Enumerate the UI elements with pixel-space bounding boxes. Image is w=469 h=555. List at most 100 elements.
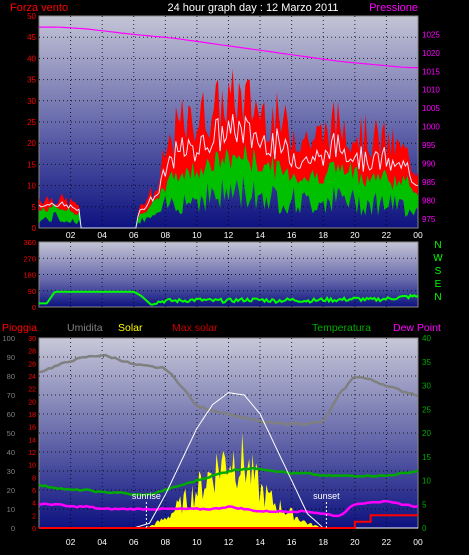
pressure-tick-990: 990 xyxy=(422,159,436,168)
humidity-tick-40: 40 xyxy=(7,448,15,457)
time-tick-02: 02 xyxy=(66,537,76,547)
temp-tick-0: 0 xyxy=(422,524,427,533)
time-tick-06: 06 xyxy=(129,537,139,547)
direction-axis: 0 90 180 270 360 xyxy=(23,238,36,312)
time-tick-04: 04 xyxy=(97,230,107,240)
time-tick-12: 12 xyxy=(224,230,234,240)
legend-humidity: Umidita xyxy=(67,322,103,334)
wind-tick-30: 30 xyxy=(27,97,36,106)
wind-axis-title: Forza vento xyxy=(10,2,68,14)
temperature-axis: 0 5 10 15 20 25 30 35 40 xyxy=(422,334,431,533)
pressure-axis: 975 980 985 990 995 1000 1005 1010 1015 1020 1025 xyxy=(422,30,440,223)
time-tick-16: 16 xyxy=(287,537,297,547)
wind-tick-45: 45 xyxy=(27,33,36,42)
time-tick-20: 20 xyxy=(350,537,360,547)
rain-tick-10: 10 xyxy=(28,463,36,470)
humidity-tick-100: 100 xyxy=(2,334,15,343)
humidity-tick-50: 50 xyxy=(7,429,15,438)
direction-tick-0: 0 xyxy=(32,303,36,312)
humidity-tick-30: 30 xyxy=(7,467,15,476)
pressure-tick-985: 985 xyxy=(422,178,436,187)
wind-gust-area xyxy=(39,68,418,228)
temp-tick-20: 20 xyxy=(422,429,431,438)
rain-tick-2: 2 xyxy=(32,513,36,520)
rain-tick-24: 24 xyxy=(28,374,36,381)
pressure-tick-1010: 1010 xyxy=(422,86,440,95)
wind-tick-0: 0 xyxy=(32,224,37,233)
time-tick-08: 08 xyxy=(161,537,171,547)
wind-direction-series xyxy=(39,290,419,306)
time-tick-00: 00 xyxy=(413,230,423,240)
wind-average-area xyxy=(39,144,418,228)
pressure-tick-1000: 1000 xyxy=(422,123,440,132)
compass-label-3: E xyxy=(435,279,442,290)
rain-temp-series xyxy=(38,353,419,529)
temp-tick-15: 15 xyxy=(422,453,431,462)
rain-tick-26: 26 xyxy=(28,361,36,368)
wind-tick-10: 10 xyxy=(27,182,36,191)
temp-tick-40: 40 xyxy=(422,334,431,343)
direction-tick-270: 270 xyxy=(23,254,36,263)
wind-tick-25: 25 xyxy=(27,118,36,127)
temperature-line xyxy=(38,466,419,497)
wind-tick-15: 15 xyxy=(27,160,36,169)
humidity-tick-10: 10 xyxy=(7,505,15,514)
rain-tick-20: 20 xyxy=(28,399,36,406)
legend-rain: Pioggia xyxy=(2,322,37,334)
time-tick-12: 12 xyxy=(224,537,234,547)
rain-line xyxy=(39,514,418,529)
time-tick-04: 04 xyxy=(97,537,107,547)
temp-tick-5: 5 xyxy=(422,500,427,509)
wind-direction-line xyxy=(39,290,419,306)
rain-tick-28: 28 xyxy=(28,349,36,356)
time-tick-06: 06 xyxy=(129,230,139,240)
humidity-tick-80: 80 xyxy=(7,372,15,381)
humidity-tick-90: 90 xyxy=(7,353,15,362)
wind-tick-20: 20 xyxy=(27,139,36,148)
direction-tick-90: 90 xyxy=(28,287,36,296)
pressure-line xyxy=(39,26,418,69)
time-tick-16: 16 xyxy=(287,230,297,240)
pressure-tick-1015: 1015 xyxy=(422,67,440,76)
time-axis-top: 02 04 06 08 10 12 14 16 18 20 22 00 xyxy=(66,230,423,240)
time-axis-bottom: 02 04 06 08 10 12 14 16 18 20 22 00 xyxy=(66,537,423,547)
rain-tick-6: 6 xyxy=(32,488,36,495)
direction-tick-360: 360 xyxy=(23,238,36,247)
compass-label-4: N xyxy=(434,292,441,303)
legend-dew-point: Dew Point xyxy=(393,322,441,334)
time-tick-10: 10 xyxy=(192,537,202,547)
rain-tick-22: 22 xyxy=(28,387,36,394)
time-tick-02: 02 xyxy=(66,230,76,240)
temp-tick-10: 10 xyxy=(422,477,431,486)
pressure-tick-1020: 1020 xyxy=(422,49,440,58)
temp-tick-30: 30 xyxy=(422,382,431,391)
temp-tick-25: 25 xyxy=(422,405,431,414)
time-tick-18: 18 xyxy=(319,537,329,547)
wind-speed-axis: 0 5 10 15 20 25 30 35 40 45 50 xyxy=(27,12,36,233)
time-tick-14: 14 xyxy=(255,230,265,240)
humidity-axis: 0 10 20 30 40 50 60 70 80 90 100 xyxy=(2,334,15,533)
chart-title: 24 hour graph day : 12 Marzo 2011 xyxy=(167,2,338,14)
humidity-tick-0: 0 xyxy=(11,524,15,533)
time-tick-22: 22 xyxy=(382,537,392,547)
sunset-label: sunset xyxy=(313,491,340,501)
humidity-line xyxy=(38,353,419,426)
time-tick-08: 08 xyxy=(161,230,171,240)
wind-direction-grid xyxy=(39,242,418,307)
compass-label-1: W xyxy=(433,253,443,264)
compass-label-2: S xyxy=(435,266,442,277)
pressure-tick-1025: 1025 xyxy=(422,30,440,39)
time-tick-10: 10 xyxy=(192,230,202,240)
time-tick-00: 00 xyxy=(413,537,423,547)
wind-tick-35: 35 xyxy=(27,76,36,85)
pressure-tick-995: 995 xyxy=(422,141,436,150)
wind-tick-5: 5 xyxy=(32,203,37,212)
pressure-tick-975: 975 xyxy=(422,215,436,224)
rain-tick-30: 30 xyxy=(28,336,36,343)
